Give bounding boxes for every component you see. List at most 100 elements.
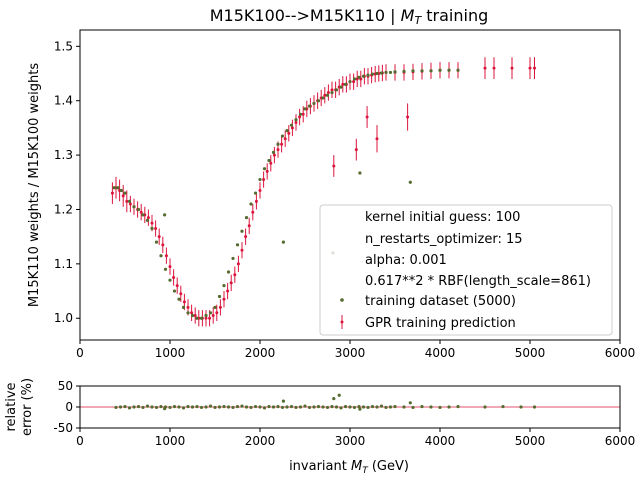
residual-point bbox=[181, 406, 186, 410]
main-x-tick-label: 2000 bbox=[245, 346, 276, 360]
prediction-point bbox=[240, 248, 244, 252]
main-y-tick-label: 1.0 bbox=[54, 311, 73, 325]
training-point bbox=[294, 118, 298, 122]
training-point bbox=[348, 80, 352, 84]
residual-point bbox=[127, 406, 132, 410]
prediction-point bbox=[222, 297, 226, 301]
residual-point bbox=[217, 405, 222, 409]
residual-x-tick-label: 6000 bbox=[605, 434, 636, 448]
training-point bbox=[136, 207, 141, 212]
residual-point bbox=[303, 404, 307, 408]
prediction-point bbox=[290, 126, 294, 130]
residual-x-tick-label: 3000 bbox=[335, 434, 366, 448]
main-x-tick-label: 6000 bbox=[605, 346, 636, 360]
residual-point bbox=[213, 405, 217, 410]
residual-point bbox=[226, 405, 231, 409]
residual-point bbox=[388, 405, 393, 409]
residual-point bbox=[330, 404, 334, 409]
training-point bbox=[141, 213, 145, 217]
residual-point bbox=[370, 404, 375, 409]
prediction-point bbox=[533, 66, 536, 70]
residual-point bbox=[280, 405, 285, 410]
prediction-point bbox=[190, 311, 194, 315]
training-point bbox=[312, 101, 316, 106]
prediction-point bbox=[265, 169, 269, 173]
training-point bbox=[303, 107, 307, 111]
training-point bbox=[177, 297, 181, 301]
prediction-point bbox=[172, 275, 176, 279]
prediction-point bbox=[121, 194, 125, 198]
main-y-tick-label: 1.1 bbox=[54, 257, 73, 271]
main-x-axis: 0 1000 2000 3000 4000 5000 6000 bbox=[76, 340, 635, 360]
training-point bbox=[307, 104, 312, 108]
prediction-point bbox=[157, 235, 161, 239]
legend-kernel-guess: kernel initial guess: 100 bbox=[365, 210, 520, 225]
training-point bbox=[358, 171, 362, 175]
training-point bbox=[325, 93, 330, 97]
training-point bbox=[339, 85, 343, 89]
training-point bbox=[285, 129, 289, 133]
residual-point bbox=[289, 404, 294, 409]
training-point bbox=[199, 316, 204, 320]
prediction-point bbox=[283, 137, 287, 141]
residual-point bbox=[334, 405, 339, 409]
training-point bbox=[420, 69, 424, 73]
main-y-tick-label: 1.5 bbox=[54, 39, 73, 53]
prediction-point bbox=[254, 199, 258, 203]
residual-point bbox=[438, 405, 442, 410]
residual-point bbox=[190, 405, 195, 409]
residual-point bbox=[307, 405, 312, 410]
training-point bbox=[213, 305, 217, 309]
main-x-tick-label: 4000 bbox=[425, 346, 456, 360]
training-point bbox=[379, 71, 384, 75]
main-x-tick-label: 5000 bbox=[515, 346, 546, 360]
prediction-point bbox=[146, 216, 150, 220]
residual-point bbox=[159, 404, 163, 409]
residual-point bbox=[244, 405, 249, 409]
residual-point bbox=[366, 405, 370, 410]
training-point bbox=[262, 167, 267, 171]
training-point bbox=[240, 229, 244, 233]
prediction-point bbox=[247, 224, 251, 228]
prediction-point bbox=[179, 292, 183, 296]
residual-point bbox=[231, 405, 235, 410]
prediction-point bbox=[244, 235, 248, 239]
prediction-point bbox=[298, 115, 302, 119]
residual-point bbox=[339, 406, 343, 410]
training-point bbox=[163, 213, 167, 217]
prediction-point bbox=[406, 115, 410, 119]
training-point bbox=[150, 226, 154, 231]
prediction-point bbox=[168, 265, 172, 269]
training-point bbox=[235, 243, 240, 247]
prediction-point bbox=[193, 314, 197, 318]
residual-point bbox=[150, 405, 154, 409]
residual-point bbox=[168, 405, 172, 410]
residual-point bbox=[532, 405, 537, 409]
prediction-point bbox=[510, 66, 514, 70]
prediction-point bbox=[269, 161, 273, 165]
prediction-point bbox=[323, 93, 327, 97]
prediction-point bbox=[139, 210, 143, 214]
prediction-point bbox=[218, 305, 222, 309]
prediction-point bbox=[280, 142, 284, 146]
training-point bbox=[132, 205, 136, 209]
residual-point bbox=[384, 405, 388, 410]
residual-point bbox=[358, 407, 362, 411]
residual-point bbox=[321, 405, 325, 409]
residual-point bbox=[316, 404, 321, 409]
training-point bbox=[298, 112, 303, 116]
training-point bbox=[159, 254, 163, 258]
main-data-layer bbox=[110, 57, 536, 327]
prediction-point bbox=[326, 91, 330, 95]
training-point bbox=[289, 123, 294, 127]
training-point bbox=[163, 267, 168, 271]
legend: kernel initial guess: 100 n_restarts_opt… bbox=[319, 204, 613, 336]
training-point bbox=[253, 191, 258, 195]
residual-x-tick-label: 0 bbox=[76, 434, 84, 448]
residual-point bbox=[325, 405, 330, 410]
training-point bbox=[370, 72, 375, 76]
training-point bbox=[244, 216, 249, 220]
residual-y-tick-label: 50 bbox=[58, 379, 73, 393]
training-point bbox=[330, 90, 334, 95]
